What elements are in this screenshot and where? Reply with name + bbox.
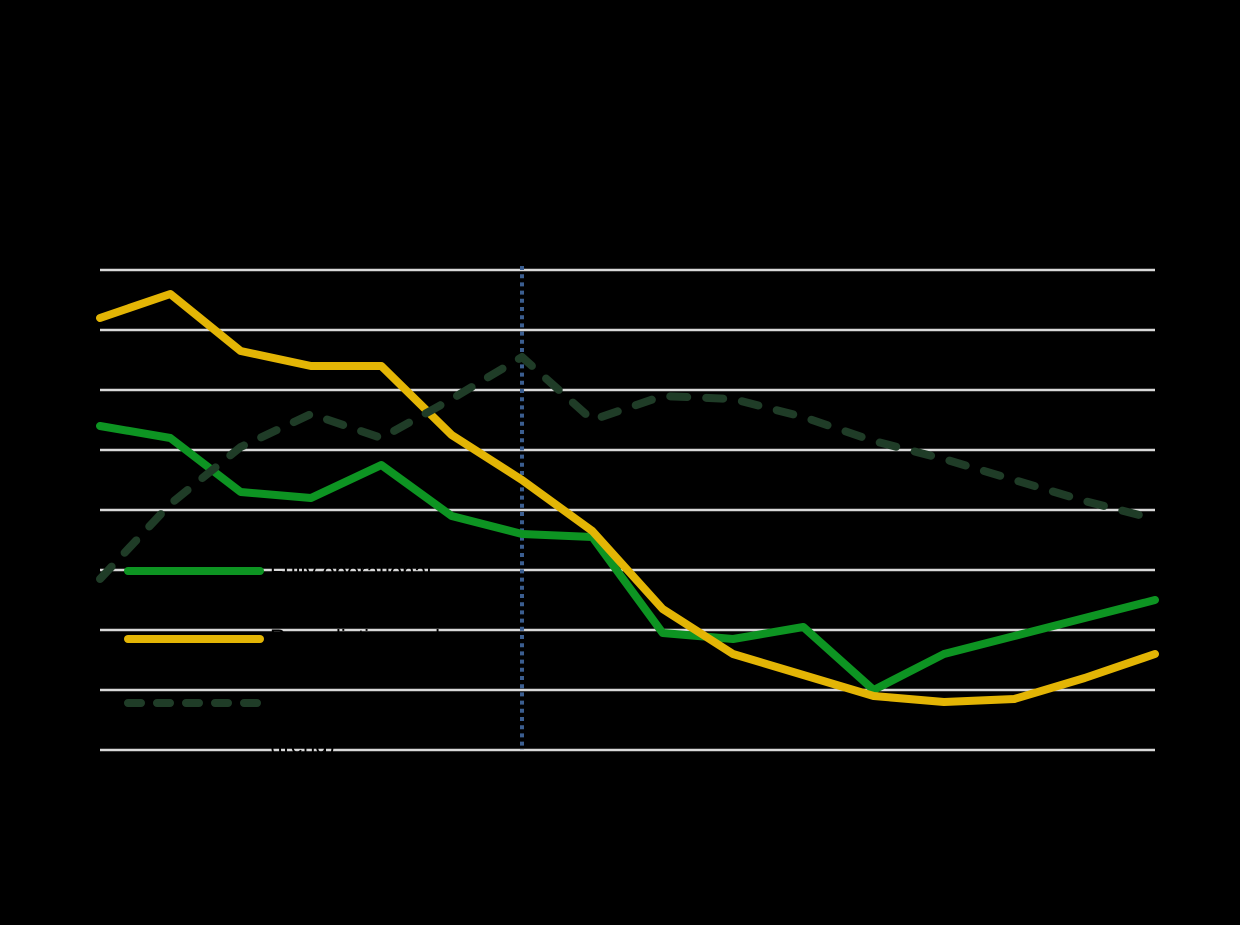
- legend-label-fully-operational: Fully operational: [270, 559, 431, 584]
- legend-label-under-construction: Under construction: [270, 689, 455, 714]
- series-fully-operational-line: [96, 422, 1159, 694]
- series-remediation-works-line: [96, 290, 1159, 706]
- series-under-construction-line: [96, 353, 1159, 583]
- legend-label-under-construction-line2: (trend): [270, 733, 335, 758]
- legend-label-remediation-works: Remediation works: [270, 625, 457, 650]
